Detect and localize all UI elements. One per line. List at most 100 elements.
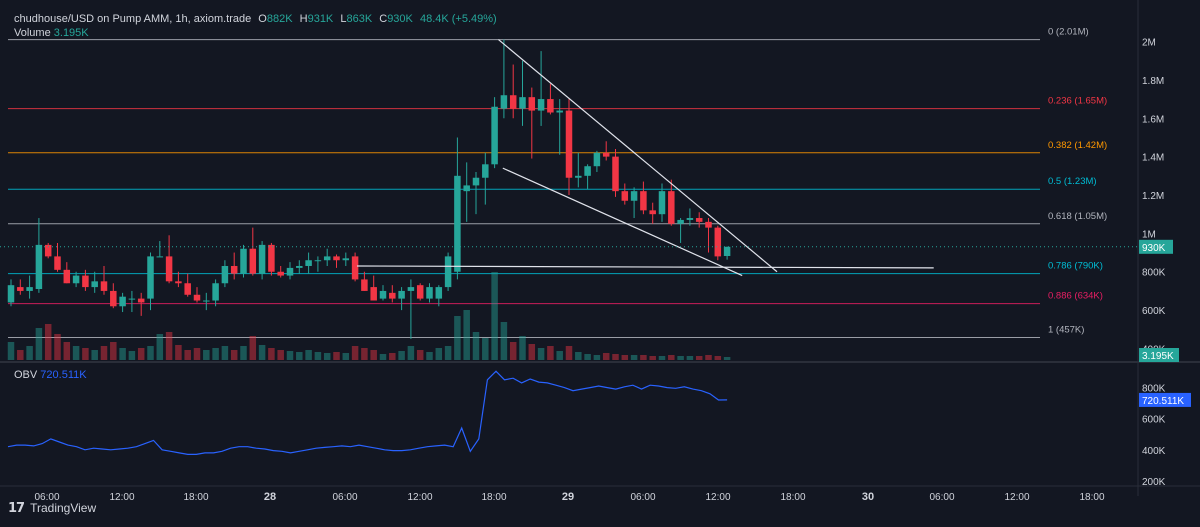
fib-level-label: 0.236 (1.65M) (1048, 96, 1107, 107)
trendline (357, 265, 934, 269)
open-value: 882K (266, 13, 293, 25)
volume-bar (137, 348, 145, 360)
time-tick-label: 18:00 (780, 492, 805, 503)
obv-line (7, 370, 728, 455)
candle-body (249, 248, 257, 274)
volume-bar (640, 355, 647, 360)
candle-body (491, 106, 498, 165)
volume-bar (584, 354, 591, 360)
volume-bar (286, 351, 294, 360)
last-price-badge-label: 930K (1142, 243, 1166, 254)
volume-bar (416, 350, 424, 360)
volume-bar (249, 336, 257, 360)
volume-bar (723, 357, 731, 360)
candle-body (584, 166, 591, 176)
obv-tick-label: 200K (1142, 477, 1166, 488)
candle-body (398, 290, 405, 299)
candle-body (463, 185, 470, 192)
price-tick-label: 1.2M (1142, 191, 1164, 202)
volume-bar (705, 355, 712, 360)
volume-bar (575, 352, 582, 360)
time-tick-label: 12:00 (705, 492, 730, 503)
volume-bar (491, 272, 498, 360)
candle-body (221, 265, 229, 284)
time-tick-label: 12:00 (109, 492, 134, 503)
obv-label[interactable]: OBV (14, 369, 38, 381)
obv-tick-label: 600K (1142, 415, 1166, 426)
time-tick-label: 12:00 (407, 492, 432, 503)
candle-body (119, 296, 126, 307)
volume-bar (240, 346, 247, 360)
candle-body (314, 260, 322, 262)
volume-bar (695, 356, 703, 360)
symbol-title[interactable]: chudhouse/USD on Pump AMM, 1h, axiom.tra… (14, 13, 252, 25)
volume-value: 3.195K (53, 27, 89, 39)
high-value: 931K (307, 13, 334, 25)
candle-body (286, 267, 294, 276)
candle-body (547, 99, 554, 113)
high-label: H (299, 13, 308, 25)
candle-body (612, 156, 619, 192)
candle-body (389, 292, 396, 299)
candle-body (677, 219, 684, 224)
candle-body (240, 248, 247, 274)
volume-bar (110, 342, 117, 360)
volume-bar (361, 348, 368, 360)
volume-bar (26, 346, 33, 360)
price-tick-label: 1.8M (1142, 76, 1164, 87)
price-legend: chudhouse/USD on Pump AMM, 1h, axiom.tra… (14, 12, 497, 26)
candle-body (203, 300, 210, 302)
candle-body (268, 244, 275, 272)
volume-label[interactable]: Volume (14, 27, 51, 39)
time-tick-label: 06:00 (630, 492, 655, 503)
price-tick-label: 1M (1142, 229, 1156, 240)
change-value: 48.4K (+5.49%) (419, 13, 497, 25)
candle-body (621, 191, 629, 201)
fib-level-label: 0.618 (1.05M) (1048, 211, 1107, 222)
volume-bar (82, 348, 89, 360)
volume-bar (528, 344, 536, 360)
candle-body (258, 244, 266, 274)
volume-bar (119, 348, 126, 360)
volume-bar (398, 351, 405, 360)
candle-body (342, 258, 350, 261)
candle-body (212, 283, 219, 301)
obv-value-badge (1139, 392, 1191, 407)
candle-body (500, 95, 508, 109)
candle-body (686, 218, 694, 220)
candle-body (110, 290, 117, 307)
candle-body (230, 265, 238, 274)
price-tick-label: 1.4M (1142, 153, 1164, 164)
low-value: 863K (346, 13, 373, 25)
tradingview-logo[interactable]: 𝟭𝟳 TradingView (8, 500, 96, 516)
volume-bar (444, 346, 452, 360)
volume-bar (100, 346, 108, 360)
candle-body (472, 177, 480, 186)
candle-body (351, 256, 359, 280)
volume-bar (482, 338, 489, 360)
volume-bar (258, 345, 266, 360)
candle-body (379, 290, 387, 299)
obv-value: 720.511K (40, 369, 87, 381)
close-label: C (379, 13, 388, 25)
time-tick-label: 18:00 (481, 492, 506, 503)
candle-body (128, 298, 136, 300)
volume-bar (63, 342, 71, 360)
volume-bar (35, 328, 43, 360)
candle-body (370, 287, 377, 301)
obv-value-badge-label: 720.511K (1142, 396, 1184, 407)
volume-bar (342, 353, 350, 360)
candle-body (454, 175, 461, 272)
volume-bar (72, 346, 80, 360)
candle-body (519, 97, 526, 109)
volume-bar (509, 342, 517, 360)
candle-body (482, 164, 489, 178)
volume-bar (686, 356, 694, 360)
volume-bar (435, 348, 443, 360)
obv-tick-label: 400K (1142, 446, 1166, 457)
volume-bar (221, 346, 229, 360)
candle-body (165, 256, 173, 282)
candle-body (444, 256, 452, 288)
